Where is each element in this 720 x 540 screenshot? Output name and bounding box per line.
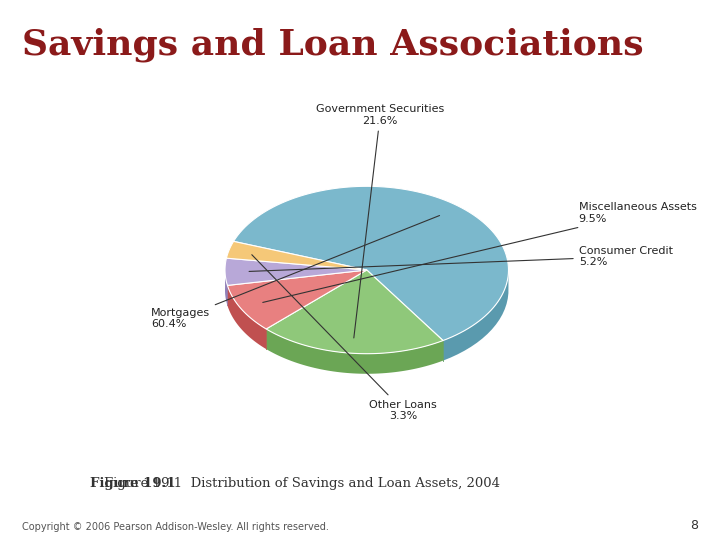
Text: Figure 19.1: Figure 19.1 <box>91 477 176 490</box>
Polygon shape <box>225 258 366 286</box>
Polygon shape <box>226 241 366 270</box>
Text: Other Loans
3.3%: Other Loans 3.3% <box>252 255 437 421</box>
Polygon shape <box>443 268 508 361</box>
Text: Consumer Credit
5.2%: Consumer Credit 5.2% <box>249 246 672 272</box>
Text: Figure 19.1  Distribution of Savings and Loan Assets, 2004: Figure 19.1 Distribution of Savings and … <box>104 477 500 490</box>
Polygon shape <box>228 270 366 329</box>
Text: Miscellaneous Assets
9.5%: Miscellaneous Assets 9.5% <box>263 202 696 302</box>
Polygon shape <box>266 329 443 374</box>
Text: Government Securities
21.6%: Government Securities 21.6% <box>316 104 444 338</box>
Polygon shape <box>228 286 266 349</box>
Polygon shape <box>266 270 443 354</box>
Text: 8: 8 <box>690 519 698 532</box>
Polygon shape <box>233 186 508 341</box>
Text: Savings and Loan Associations: Savings and Loan Associations <box>22 28 643 62</box>
Text: Mortgages
60.4%: Mortgages 60.4% <box>150 215 439 329</box>
Text: Copyright © 2006 Pearson Addison-Wesley. All rights reserved.: Copyright © 2006 Pearson Addison-Wesley.… <box>22 522 328 532</box>
Polygon shape <box>225 267 228 306</box>
